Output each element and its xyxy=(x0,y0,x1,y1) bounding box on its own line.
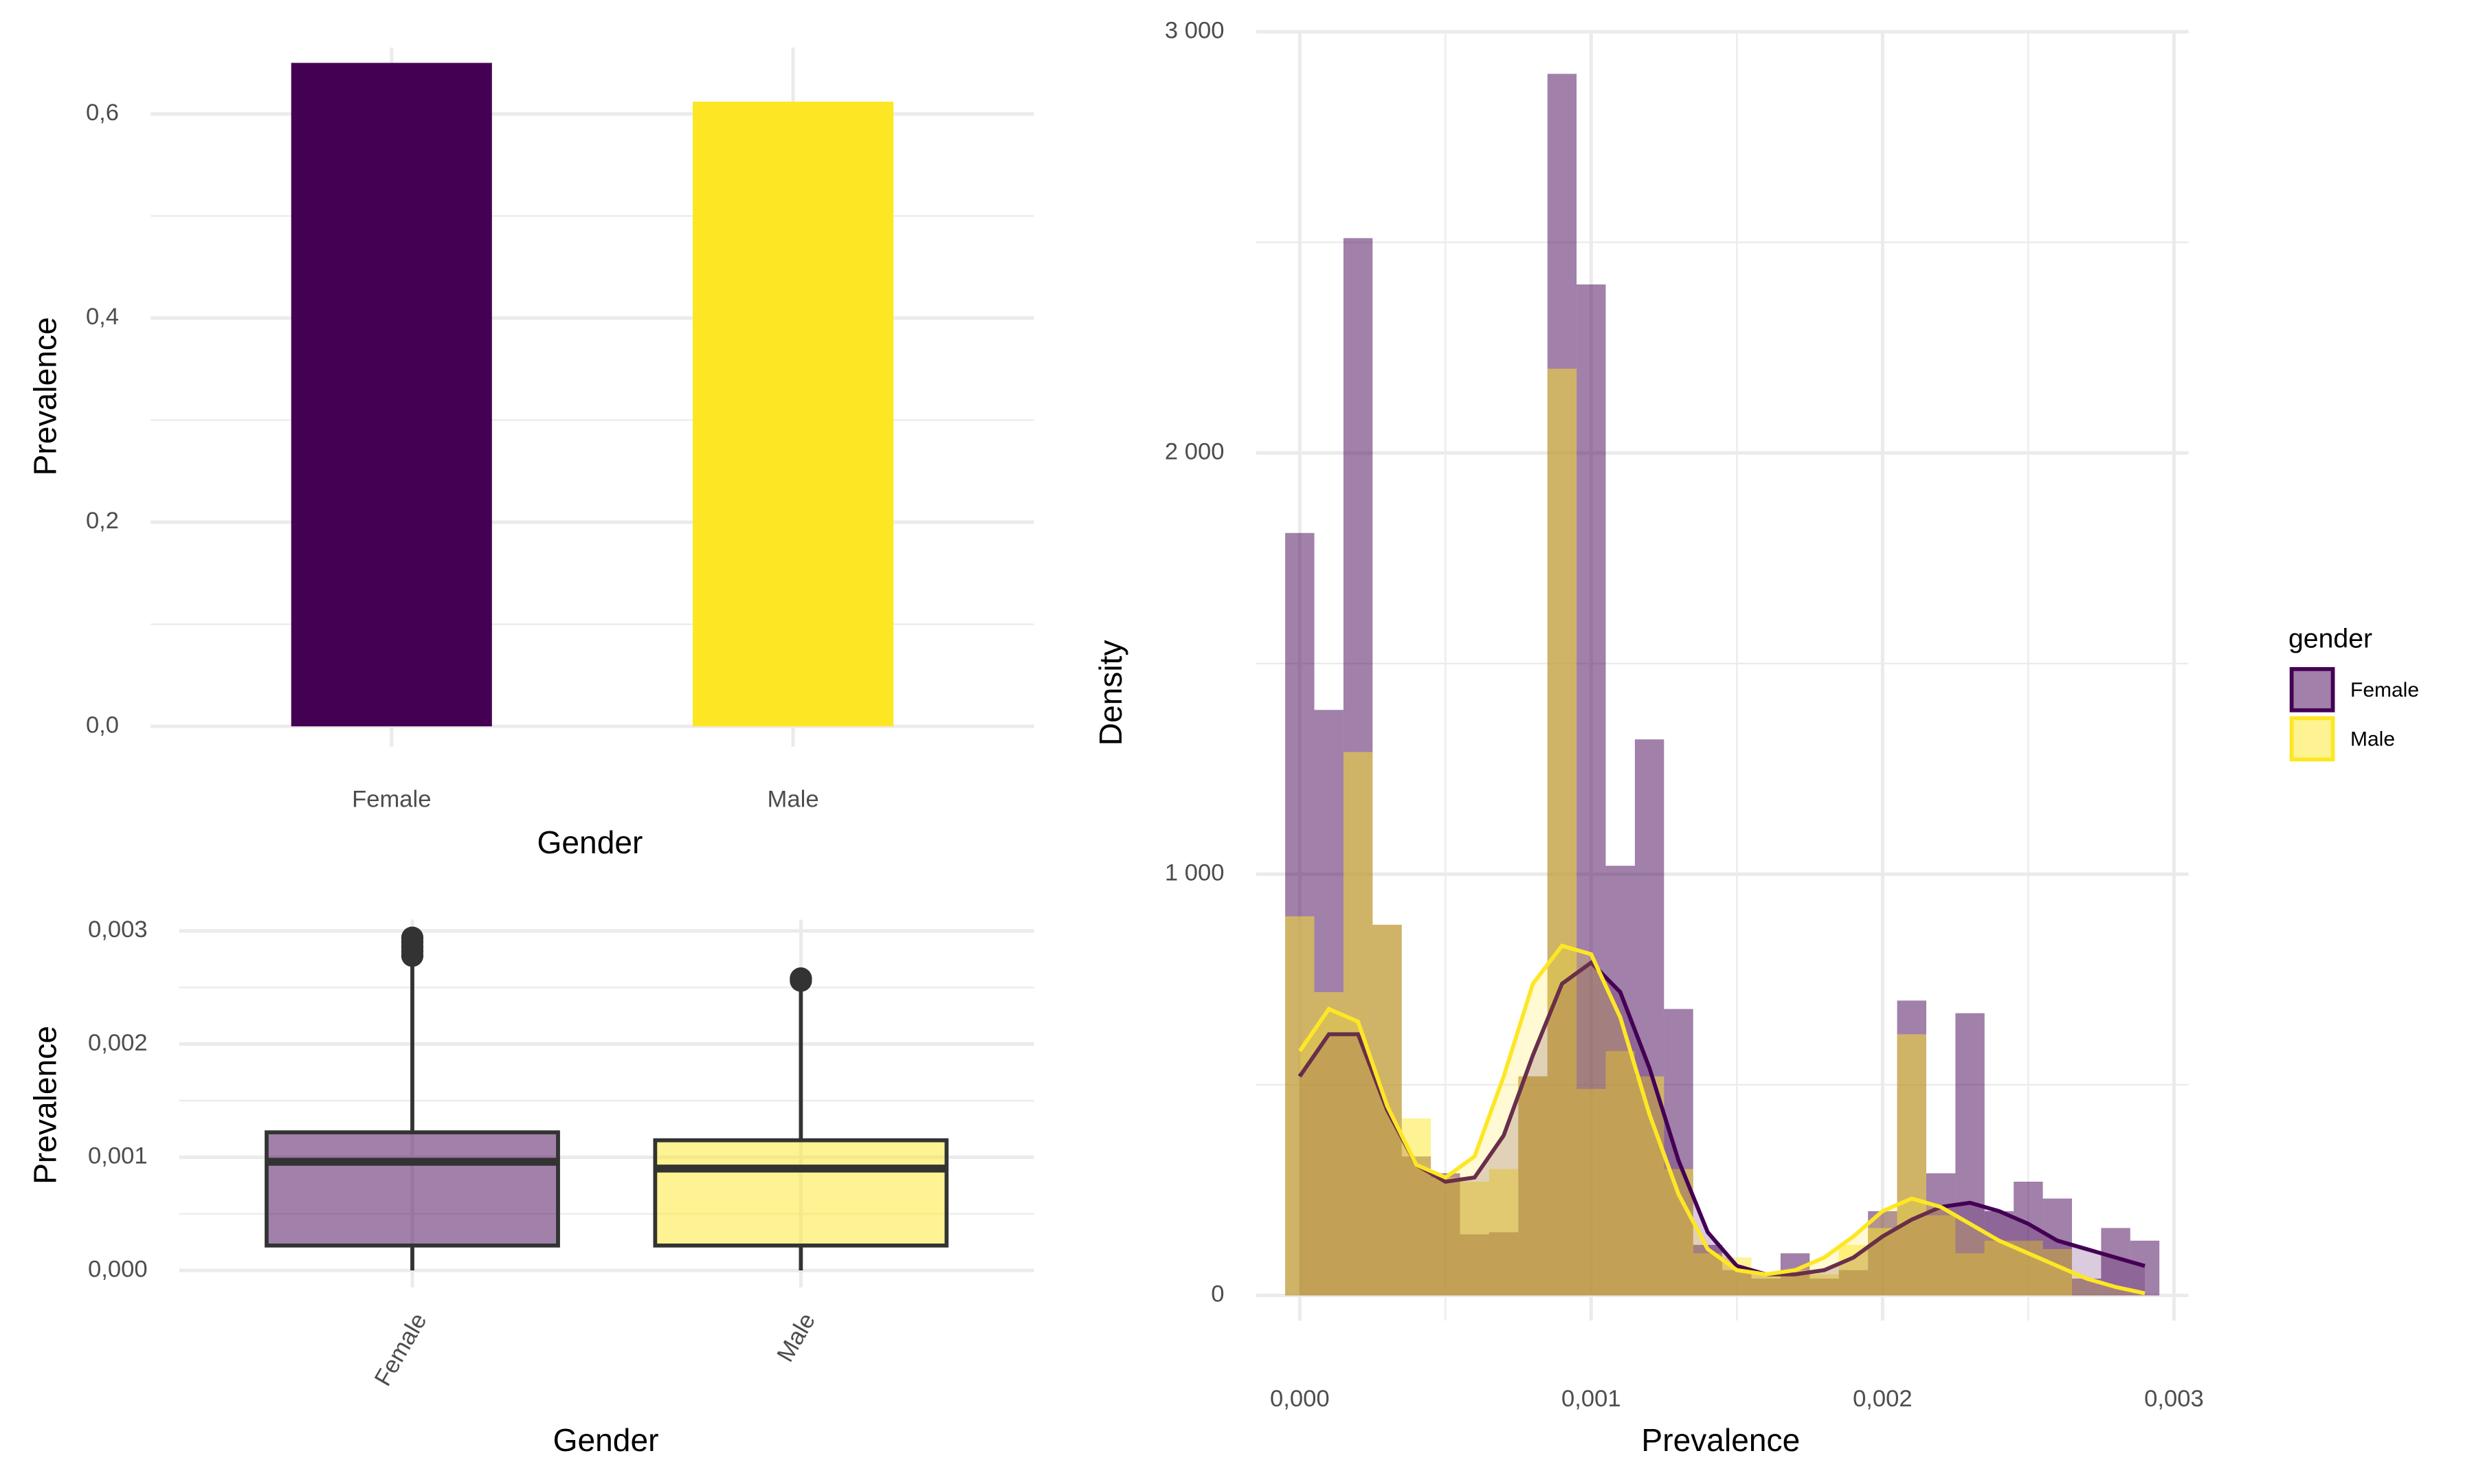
y-axis-title: Density xyxy=(1093,640,1128,746)
y-tick-label: 0 xyxy=(1211,1281,1224,1307)
y-tick-label: 0,002 xyxy=(88,1030,148,1056)
y-axis-title: Prevalence xyxy=(27,1026,63,1184)
histogram-bar xyxy=(1838,1244,1869,1296)
x-tick-label: Male xyxy=(772,1309,821,1367)
x-tick-label: 0,000 xyxy=(1270,1386,1330,1412)
y-tick-label: 0,0 xyxy=(86,712,119,738)
histogram-bar xyxy=(1984,1240,2014,1296)
histogram-bar xyxy=(1751,1274,1781,1296)
histogram-bar xyxy=(1605,1050,1635,1296)
histogram-bar xyxy=(1489,1169,1519,1296)
y-tick-label: 0,003 xyxy=(88,917,148,943)
y-tick-label: 1 000 xyxy=(1165,860,1225,886)
y-tick-label: 0,6 xyxy=(86,100,119,126)
panel: 0,0 0,2 0,4 0,6 Gender Prevalence Female Male xyxy=(27,47,1034,860)
x-tick-label: Male xyxy=(768,787,819,813)
histogram-bar xyxy=(1809,1274,1839,1296)
histogram-bar xyxy=(1955,1013,1985,1296)
density-line xyxy=(1297,960,2146,1277)
y-tick-label: 2 000 xyxy=(1165,438,1225,464)
histogram-bar xyxy=(1955,1253,1985,1296)
x-axis-title: Gender xyxy=(537,824,643,860)
y-tick-label: 3 000 xyxy=(1165,17,1225,43)
legend-label: Female xyxy=(2350,679,2419,701)
box xyxy=(265,1130,560,1248)
x-tick-label: Female xyxy=(370,1309,432,1391)
bar xyxy=(291,63,492,727)
histogram-bar xyxy=(1693,1253,1723,1296)
box xyxy=(653,1138,949,1248)
histogram-bar xyxy=(1431,1177,1460,1296)
panel: 0,000 0,001 0,002 0,003 Gender Prevalence Fema… xyxy=(27,917,1034,1458)
histogram-bar xyxy=(1897,1034,1926,1296)
y-tick-label: 0,000 xyxy=(88,1256,148,1282)
x-tick-label: 0,001 xyxy=(1561,1386,1621,1412)
y-tick-label: 0,001 xyxy=(88,1143,148,1169)
x-axis-title: Prevalence xyxy=(1641,1422,1800,1458)
outlier xyxy=(790,969,812,992)
bar xyxy=(692,101,894,727)
panel: 0 1 000 2 000 3 000 Prevalence Density 0,000 0,… xyxy=(1093,17,2419,1458)
density-area xyxy=(1300,945,2146,1296)
legend-label: Male xyxy=(2350,728,2395,751)
outlier xyxy=(401,945,424,967)
legend-swatch xyxy=(2289,716,2335,762)
histogram-bar xyxy=(1460,1181,1489,1296)
histogram-bar xyxy=(1547,368,1577,1296)
density-line xyxy=(1297,943,2146,1296)
histogram-bar xyxy=(1314,992,1344,1296)
histogram-bar xyxy=(1576,1089,1606,1296)
histogram-bar xyxy=(1285,916,1315,1296)
x-tick-label: 0,003 xyxy=(2144,1386,2204,1412)
histogram-bar xyxy=(1518,1076,1548,1296)
x-tick-label: 0,002 xyxy=(1853,1386,1913,1412)
legend: gender Female Male xyxy=(2288,624,2419,762)
histogram-bar xyxy=(2130,1240,2160,1296)
legend-swatch xyxy=(2289,666,2335,712)
y-axis-title: Prevalence xyxy=(27,317,63,476)
x-tick-label: Female xyxy=(352,787,431,813)
histogram-bar xyxy=(1926,1215,1956,1296)
y-tick-label: 0,2 xyxy=(86,508,119,534)
histogram-bar xyxy=(1868,1228,1897,1296)
x-axis-title: Gender xyxy=(553,1422,659,1458)
y-tick-label: 0,4 xyxy=(86,304,119,330)
legend-title: gender xyxy=(2288,624,2372,654)
